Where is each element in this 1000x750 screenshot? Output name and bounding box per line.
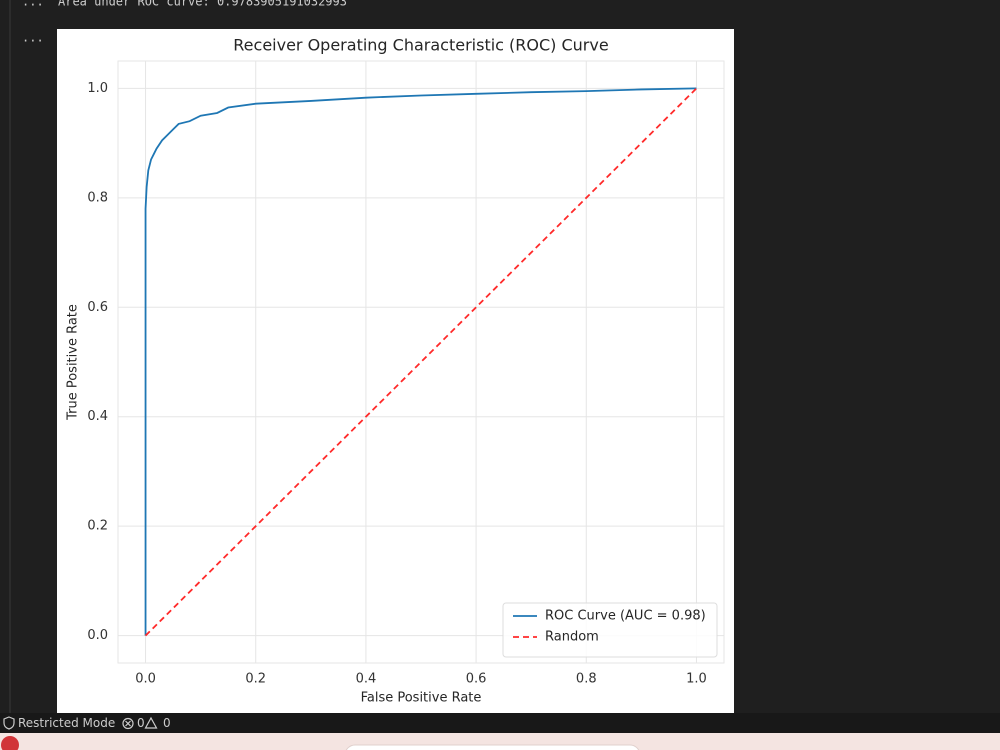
y-tick-label: 0.6 [87,300,108,315]
taskbar-icon[interactable] [1,736,19,750]
series-line [144,87,697,636]
x-tick-label: 0.0 [135,672,156,687]
y-tick-label: 0.2 [87,519,108,534]
y-tick-label: 0.4 [87,409,108,424]
legend-label: ROC Curve (AUC = 0.98) [545,609,706,624]
x-tick-label: 0.2 [245,672,266,687]
x-tick-label: 1.0 [686,672,707,687]
x-tick-label: 0.6 [466,672,487,687]
legend-box [502,602,718,658]
taskbar [0,733,1000,750]
x-tick-label: 0.8 [576,672,597,687]
search-box[interactable] [345,744,640,750]
cell-prompt: ... [22,0,44,9]
shield-icon [3,716,15,730]
error-icon-cross [125,720,131,727]
legend-label: Random [545,630,599,645]
output-text: Area under ROC curve: 0.9783905191032993 [58,0,347,9]
warning-icon [144,716,158,729]
y-tick-label: 0.0 [87,628,108,643]
y-axis-label: True Positive Rate [66,304,81,421]
restricted-mode[interactable]: Restricted Mode [18,716,115,730]
plot-area [117,60,725,664]
plot: ROC Curve (AUC = 0.98) Random [118,61,724,663]
x-axis-label: False Positive Rate [361,691,482,706]
cell-prompt: ... [22,31,44,45]
chart-title: Receiver Operating Characteristic (ROC) … [233,36,608,55]
error-icon [122,717,134,730]
x-tick-label: 0.4 [356,672,377,687]
y-tick-label: 1.0 [87,81,108,96]
status-bar [0,713,1000,733]
error-count[interactable]: 0 [137,716,145,730]
warning-count[interactable]: 0 [163,716,171,730]
y-tick-label: 0.8 [87,190,108,205]
